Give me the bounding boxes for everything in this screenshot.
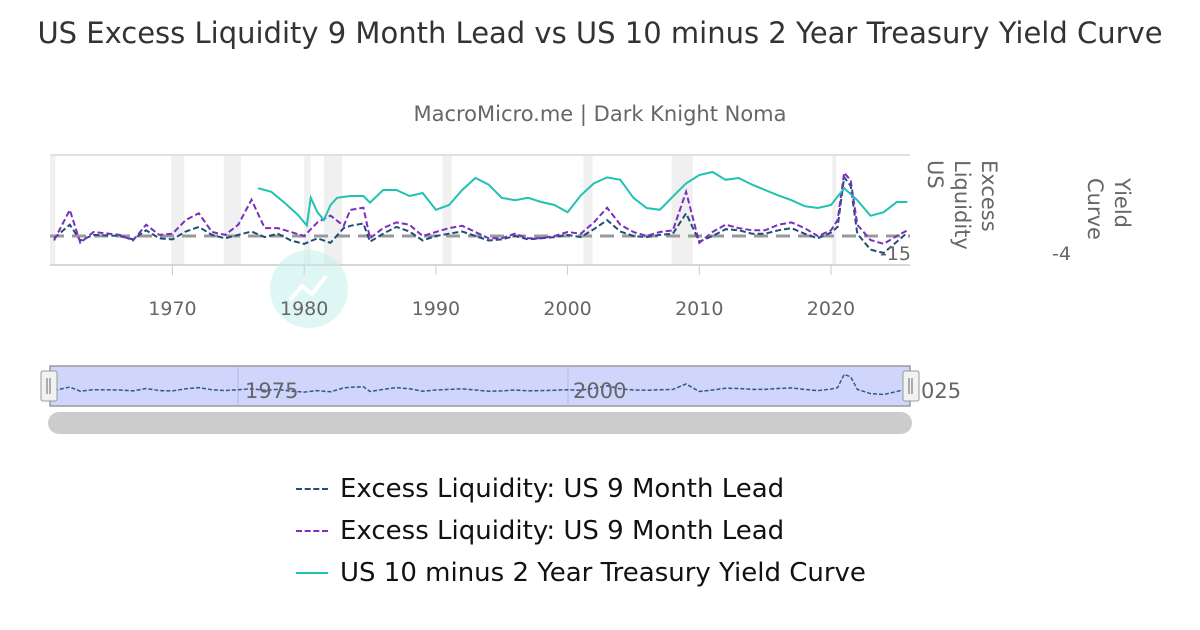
- series-lines: [53, 170, 909, 255]
- legend-item-yield-curve[interactable]: US 10 minus 2 Year Treasury Yield Curve: [296, 552, 866, 594]
- legend: Excess Liquidity: US 9 Month Lead Excess…: [296, 468, 866, 594]
- chart-subtitle: MacroMicro.me | Dark Knight Noma: [413, 102, 787, 126]
- recession-band: [442, 155, 452, 265]
- navigator-tick-2025: 025: [921, 379, 961, 403]
- series-line-1: [53, 170, 908, 245]
- legend-label: Excess Liquidity: US 9 Month Lead: [340, 516, 785, 546]
- recession-band: [583, 155, 593, 265]
- legend-item-liquidity-1[interactable]: Excess Liquidity: US 9 Month Lead: [296, 468, 866, 510]
- series-line-2: [257, 170, 908, 228]
- legend-dashed-line-icon: [296, 530, 328, 532]
- legend-item-liquidity-2[interactable]: Excess Liquidity: US 9 Month Lead: [296, 510, 866, 552]
- right-axis-title: Yield: [1110, 177, 1134, 228]
- x-tick-label: 2000: [543, 298, 591, 320]
- x-tick-label: 1970: [148, 298, 196, 320]
- recession-band: [671, 155, 693, 265]
- recession-band: [171, 155, 185, 265]
- navigator-series-line: [53, 373, 908, 396]
- recession-band: [832, 155, 837, 265]
- legend-label: Excess Liquidity: US 9 Month Lead: [340, 474, 785, 504]
- left-axis-min-label: -15: [880, 243, 911, 265]
- navigator-tick-2000: 2000: [573, 379, 626, 403]
- x-axis-ticks: 1970 1980 1990 2000 2010 2020: [148, 265, 855, 320]
- chart-title: US Excess Liquidity 9 Month Lead vs US 1…: [37, 16, 1163, 50]
- recession-bands: [50, 155, 837, 265]
- right-axis-min-label: -4: [1052, 243, 1071, 265]
- legend-line-icon: [296, 572, 328, 574]
- navigator-left-handle[interactable]: [40, 370, 58, 402]
- navigator-right-handle[interactable]: [902, 370, 920, 402]
- recession-band: [223, 155, 241, 265]
- x-tick-label: 2010: [675, 298, 723, 320]
- navigator-window[interactable]: [49, 365, 911, 407]
- recession-band: [50, 155, 56, 265]
- navigator-tick-1975: 1975: [245, 379, 298, 403]
- left-axis-title: US: [923, 160, 947, 189]
- recession-band: [323, 155, 343, 265]
- recession-band: [304, 155, 311, 265]
- x-tick-label: 1990: [412, 298, 460, 320]
- series-line-0: [53, 174, 909, 255]
- x-tick-label: 2020: [807, 298, 855, 320]
- left-axis-title: Excess: [977, 160, 1001, 232]
- left-axis-title: Liquidity: [950, 160, 974, 250]
- navigator-scrollbar[interactable]: [48, 412, 912, 434]
- legend-dashed-line-icon: [296, 488, 328, 490]
- right-axis-title: Curve: [1083, 178, 1107, 240]
- legend-label: US 10 minus 2 Year Treasury Yield Curve: [340, 558, 866, 588]
- x-tick-label: 1980: [280, 298, 328, 320]
- watermark-logo: [270, 250, 348, 328]
